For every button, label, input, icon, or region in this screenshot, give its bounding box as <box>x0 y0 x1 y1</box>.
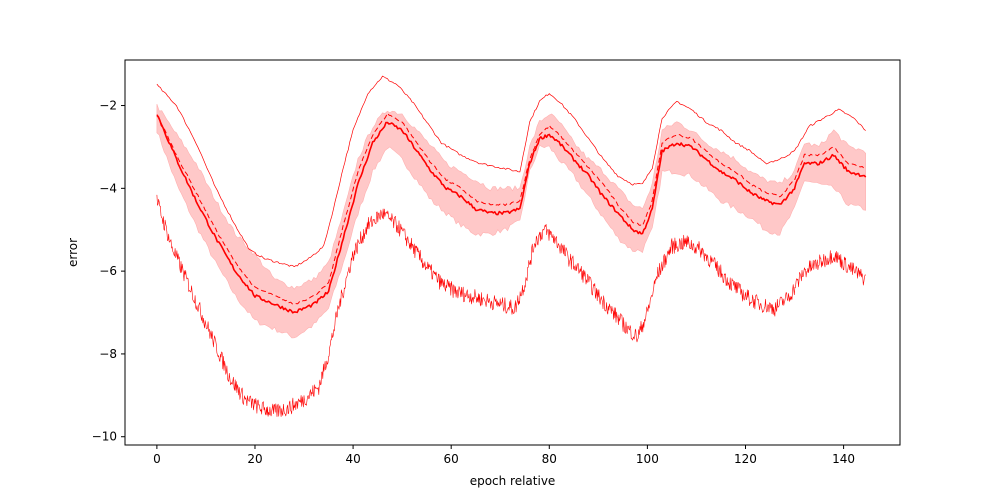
series-line-dashed <box>156 112 866 305</box>
x-tick-label: 0 <box>153 452 161 466</box>
x-axis-label: epoch relative <box>470 474 556 488</box>
ticks: 0 20 40 60 80 100 120 140 −10 −8 −6 −4 −2 <box>92 99 855 466</box>
x-tick-label: 40 <box>345 452 360 466</box>
series-line-solid <box>156 114 867 314</box>
x-tick-label: 100 <box>636 452 659 466</box>
series-line-lower-noisy <box>156 194 866 417</box>
y-axis-label: error <box>66 238 80 267</box>
y-tick-label: −2 <box>99 99 117 113</box>
y-tick-label: −10 <box>92 430 117 444</box>
x-tick-label: 60 <box>444 452 459 466</box>
x-tick-label: 140 <box>832 452 855 466</box>
y-tick-label: −4 <box>99 181 117 195</box>
plot-area <box>156 75 867 417</box>
y-tick-label: −8 <box>99 347 117 361</box>
confidence-band <box>156 104 867 339</box>
series-line-upper-thin <box>156 75 866 268</box>
x-tick-label: 20 <box>247 452 262 466</box>
axes-frame <box>124 59 901 446</box>
x-tick-label: 80 <box>542 452 557 466</box>
x-tick-label: 120 <box>734 452 757 466</box>
y-tick-label: −6 <box>99 264 117 278</box>
